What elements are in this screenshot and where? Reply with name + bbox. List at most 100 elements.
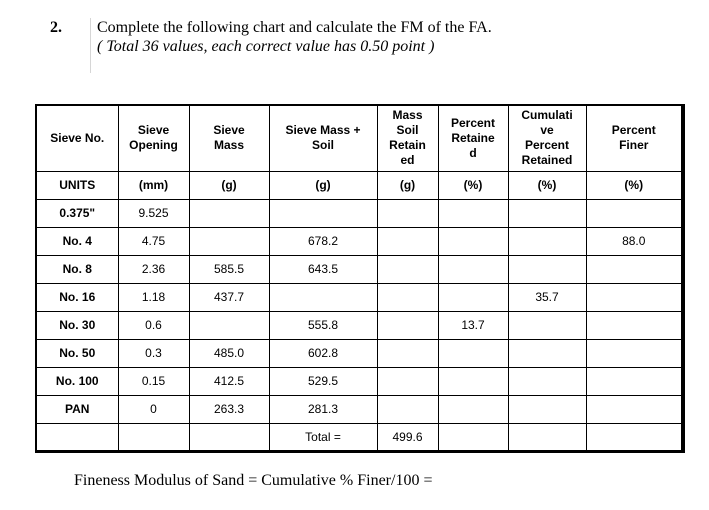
table-row: No. 50 0.3 485.0 602.8 xyxy=(35,338,684,368)
value-cell xyxy=(585,338,684,368)
value-cell xyxy=(188,310,270,340)
value-cell xyxy=(437,422,509,452)
column-header: Cumulati ve Percent Retained xyxy=(507,104,587,172)
value-cell: 2.36 xyxy=(117,254,190,284)
value-cell xyxy=(188,198,270,228)
column-header: Percent Finer xyxy=(585,104,684,172)
sieve-number-cell: 0.375" xyxy=(35,198,119,228)
unit-cell: (mm) xyxy=(117,170,190,200)
value-cell xyxy=(376,310,439,340)
fineness-modulus-formula: Fineness Modulus of Sand = Cumulative % … xyxy=(74,472,433,489)
value-cell xyxy=(117,422,190,452)
sieve-number-cell xyxy=(35,422,119,452)
value-cell xyxy=(376,338,439,368)
sieve-number-cell: No. 16 xyxy=(35,282,119,312)
value-cell: 0.6 xyxy=(117,310,190,340)
unit-cell: (%) xyxy=(585,170,684,200)
column-header: Sieve Mass xyxy=(188,104,270,172)
value-cell xyxy=(585,310,684,340)
value-cell xyxy=(585,394,684,424)
value-cell: 0 xyxy=(117,394,190,424)
value-cell xyxy=(507,422,587,452)
table-row: No. 4 4.75 678.2 88.0 xyxy=(35,226,684,256)
column-header: Percent Retaine d xyxy=(437,104,509,172)
sieve-number-cell: No. 4 xyxy=(35,226,119,256)
sieve-number-cell: No. 30 xyxy=(35,310,119,340)
value-cell xyxy=(585,366,684,396)
sieve-number-cell: No. 50 xyxy=(35,338,119,368)
value-cell: 9.525 xyxy=(117,198,190,228)
column-header-line: Percent xyxy=(450,115,496,130)
column-header-line: Soil xyxy=(396,123,419,138)
column-header-line: ed xyxy=(400,153,415,168)
value-cell xyxy=(437,366,509,396)
value-cell xyxy=(507,254,587,284)
value-cell xyxy=(188,422,270,452)
value-cell xyxy=(507,310,587,340)
column-header-line: Retaine xyxy=(451,130,495,145)
value-cell: 1.18 xyxy=(117,282,190,312)
value-cell: 585.5 xyxy=(188,254,270,284)
value-cell: 0.15 xyxy=(117,366,190,396)
column-header-line: Sieve xyxy=(137,123,170,138)
table-header-row: Sieve No. Sieve Opening Sieve Mass Sieve Mass… xyxy=(35,104,684,172)
value-cell: 529.5 xyxy=(268,366,378,396)
value-cell xyxy=(437,338,509,368)
column-header-line: d xyxy=(469,145,477,160)
value-cell xyxy=(188,226,270,256)
table-row: PAN 0 263.3 281.3 xyxy=(35,394,684,424)
value-cell xyxy=(268,282,378,312)
column-header-line: Percent xyxy=(611,123,656,138)
value-cell: 678.2 xyxy=(268,226,378,256)
table-row: No. 16 1.18 437.7 35.7 xyxy=(35,282,684,312)
value-cell: 499.6 xyxy=(376,422,439,452)
column-header-line: Finer xyxy=(619,138,649,153)
value-cell xyxy=(437,394,509,424)
column-header-line: Retain xyxy=(389,138,426,153)
value-cell xyxy=(585,198,684,228)
column-header-line: Opening xyxy=(129,138,178,153)
unit-cell: (g) xyxy=(268,170,378,200)
value-cell xyxy=(507,394,587,424)
value-cell xyxy=(437,226,509,256)
value-cell xyxy=(376,198,439,228)
value-cell xyxy=(585,254,684,284)
value-cell xyxy=(507,226,587,256)
table-row: No. 30 0.6 555.8 13.7 xyxy=(35,310,684,340)
value-cell: 281.3 xyxy=(268,394,378,424)
question-divider xyxy=(90,18,91,73)
column-header: Sieve Mass + Soil xyxy=(268,104,378,172)
value-cell: 412.5 xyxy=(188,366,270,396)
table-row: Total = 499.6 xyxy=(35,422,684,452)
table-units-row: UNITS (mm) (g) (g) (g) (%) (%) (%) xyxy=(35,170,684,200)
value-cell xyxy=(376,366,439,396)
value-cell xyxy=(437,198,509,228)
unit-cell: (%) xyxy=(437,170,509,200)
value-cell: 263.3 xyxy=(188,394,270,424)
table-row: 0.375" 9.525 xyxy=(35,198,684,228)
column-header-line: Sieve Mass + xyxy=(285,123,361,138)
units-label: UNITS xyxy=(35,170,119,200)
value-cell xyxy=(437,254,509,284)
column-header: Sieve Opening xyxy=(117,104,190,172)
value-cell xyxy=(507,198,587,228)
column-header: Mass Soil Retain ed xyxy=(376,104,439,172)
value-cell: 13.7 xyxy=(437,310,509,340)
value-cell: 485.0 xyxy=(188,338,270,368)
column-header: Sieve No. xyxy=(35,104,119,172)
question-points-note: ( Total 36 values, each correct value ha… xyxy=(97,38,435,55)
sieve-number-cell: PAN xyxy=(35,394,119,424)
column-header-line: Mass xyxy=(392,108,423,123)
value-cell: 0.3 xyxy=(117,338,190,368)
value-cell xyxy=(507,338,587,368)
value-cell xyxy=(376,282,439,312)
value-cell xyxy=(376,394,439,424)
value-cell: 643.5 xyxy=(268,254,378,284)
column-header-line: Cumulati xyxy=(521,108,573,123)
column-header-line: Sieve No. xyxy=(50,130,105,145)
column-header-line: Soil xyxy=(311,138,334,153)
value-cell xyxy=(437,282,509,312)
value-cell xyxy=(585,422,684,452)
value-cell xyxy=(376,226,439,256)
column-header-line: ve xyxy=(540,123,554,138)
